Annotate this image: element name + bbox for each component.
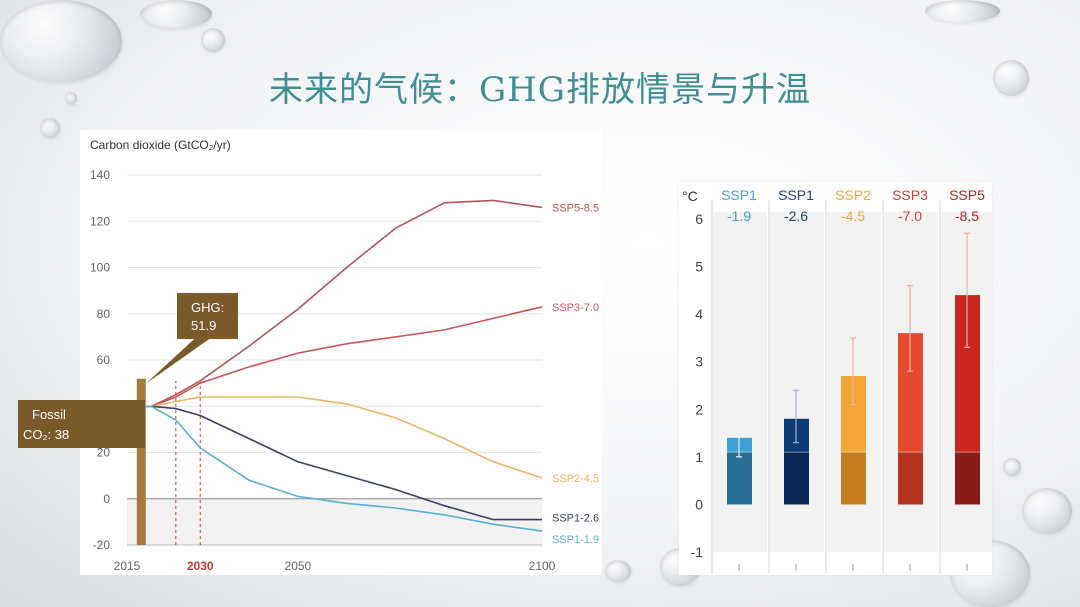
x-tick-label: 2015 [114, 559, 141, 573]
scenario-label: SSP5 [949, 187, 985, 203]
fossil-callout-number: 38 [55, 427, 69, 442]
y-tick-label: 60 [97, 353, 111, 367]
y-tick-label: 80 [97, 307, 111, 321]
ghg-callout-box [177, 293, 238, 339]
y-tick-label: 20 [97, 446, 111, 460]
y-tick-label: 140 [90, 168, 110, 182]
series-line [127, 199, 543, 408]
water-drop-decoration [1022, 488, 1072, 534]
historical-warming-segment [898, 452, 923, 505]
fossil-callout-title: Fossil [32, 407, 66, 422]
warming-chart-panel: °C 6 5 4 3 2 1 0 -1 SSP1 -1.9 SSP1 -2.6 SSP2 -4.5 SSP3 -… [679, 182, 998, 575]
historical-warming-segment [727, 452, 752, 505]
water-drop-decoration [0, 0, 122, 82]
y-tick-label: 120 [90, 214, 110, 228]
y-tick-label: 0 [695, 496, 703, 512]
water-drop-decoration [1003, 458, 1021, 476]
scenario-sublabel: -4.5 [841, 208, 865, 224]
y-tick-label: 4 [695, 306, 703, 322]
negative-region [127, 498, 542, 545]
emissions-chart-panel: Carbon dioxide (GtCO₂/yr) 14012010080604… [18, 130, 602, 575]
y-tick-label: 1 [695, 449, 703, 465]
ghg-callout-value: 51.9 [191, 318, 216, 333]
scenario-sublabel: -2.6 [784, 208, 808, 224]
series-line [127, 396, 543, 479]
warming-bar-chart: °C 6 5 4 3 2 1 0 -1 SSP1 -1.9 SSP1 -2.6 SSP2 -4.5 SSP3 -… [682, 187, 998, 574]
series-line [127, 405, 543, 532]
historical-warming-segment [784, 452, 809, 505]
fossil-callout-value: CO₂: 38 [23, 427, 69, 442]
water-drop-decoration [65, 92, 77, 104]
y-tick-label: -1 [691, 544, 704, 560]
slide-title: 未来的气候：GHG排放情景与升温 [269, 70, 811, 110]
water-drop-decoration [201, 28, 225, 52]
y-tick-label: 3 [695, 354, 703, 370]
series-label: SSP1-1.9 [552, 534, 599, 546]
scenario-sublabel: -1.9 [727, 208, 751, 224]
y-axis-label: Carbon dioxide (GtCO₂/yr) [90, 138, 231, 152]
scenario-sublabel: -7.0 [898, 208, 922, 224]
emissions-line-chart: Carbon dioxide (GtCO₂/yr) 14012010080604… [18, 138, 599, 573]
series-label: SSP2-4.5 [552, 473, 599, 485]
y-tick-label: 6 [695, 211, 703, 227]
x-tick-label: 2030 [187, 559, 214, 573]
historical-warming-segment [841, 452, 866, 505]
fossil-callout-box-ext [18, 400, 145, 448]
series-line [127, 306, 543, 408]
fossil-callout-prefix: CO₂: [23, 427, 55, 442]
series-label: SSP3-7.0 [552, 302, 599, 314]
x-tick-label: 2100 [529, 559, 556, 573]
scenario-label: SSP1 [778, 187, 814, 203]
scenario-label: SSP3 [892, 187, 928, 203]
series-label: SSP5-8.5 [552, 202, 599, 214]
water-drop-decoration [925, 0, 1000, 22]
water-drop-decoration [140, 0, 212, 28]
water-drop-decoration [40, 118, 60, 138]
scenario-label: SSP1 [721, 187, 757, 203]
current-emissions-bar [136, 378, 146, 545]
y-tick-label: 100 [90, 261, 110, 275]
water-drop-decoration [605, 560, 631, 582]
series-line [127, 405, 542, 521]
ghg-callout-title: GHG: [191, 300, 224, 315]
scenario-sublabel: -8.5 [955, 208, 979, 224]
x-tick-label: 2050 [285, 559, 312, 573]
unit-label: °C [682, 188, 698, 204]
scenario-label: SSP2 [835, 187, 871, 203]
y-tick-label: 5 [695, 259, 703, 275]
series-label: SSP1-2.6 [552, 513, 599, 525]
historical-warming-segment [955, 452, 980, 505]
y-tick-label: -20 [93, 538, 111, 552]
water-drop-decoration [993, 60, 1029, 96]
y-tick-label: 0 [103, 492, 110, 506]
y-tick-label: 2 [695, 401, 703, 417]
